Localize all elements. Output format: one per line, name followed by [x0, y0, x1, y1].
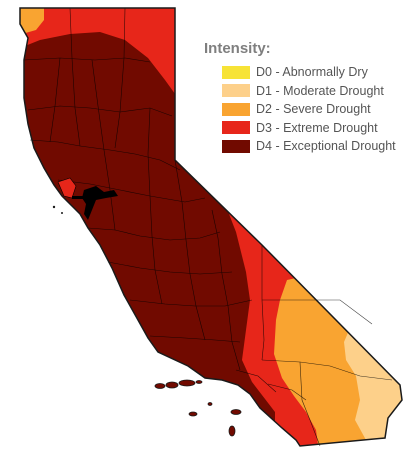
bay-inlet-water: [72, 196, 86, 199]
intensity-legend: Intensity: D0 - Abnormally Dry D1 - Mode…: [204, 40, 404, 156]
legend-label-d0: D0 - Abnormally Dry: [256, 65, 368, 80]
island-catalina: [230, 409, 242, 415]
island-santa-cruz: [178, 379, 196, 387]
legend-item-d0: D0 - Abnormally Dry: [222, 63, 404, 82]
island-san-nicolas: [188, 411, 198, 417]
legend-swatch-d4: [222, 139, 250, 153]
legend-item-d1: D1 - Moderate Drought: [222, 82, 404, 101]
islet: [52, 205, 56, 209]
legend-swatch-d3: [222, 121, 250, 135]
bay-shore-d3: [57, 177, 77, 199]
island-san-miguel: [154, 383, 166, 389]
island-santa-rosa: [165, 381, 179, 389]
state-outline: [19, 7, 403, 447]
island-santa-barbara: [207, 402, 213, 406]
legend-label-d4: D4 - Exceptional Drought: [256, 139, 396, 154]
legend-label-d3: D3 - Extreme Drought: [256, 120, 378, 135]
islet: [61, 212, 63, 214]
legend-swatch-d1: [222, 84, 250, 98]
legend-title: Intensity:: [204, 40, 271, 57]
island-san-clemente: [228, 425, 236, 437]
legend-swatch-d0: [222, 65, 250, 79]
legend-item-d3: D3 - Extreme Drought: [222, 119, 404, 138]
legend-item-d2: D2 - Severe Drought: [222, 100, 404, 119]
legend-swatch-d2: [222, 102, 250, 116]
coastal-islets: [52, 205, 63, 214]
san-francisco-bay-water: [82, 186, 118, 220]
channel-islands: [154, 379, 242, 437]
island-anacapa: [195, 380, 203, 384]
legend-list: D0 - Abnormally Dry D1 - Moderate Drough…: [204, 63, 404, 156]
legend-label-d2: D2 - Severe Drought: [256, 102, 371, 117]
legend-item-d4: D4 - Exceptional Drought: [222, 137, 404, 156]
county-lines: [23, 7, 393, 447]
legend-label-d1: D1 - Moderate Drought: [256, 83, 384, 98]
